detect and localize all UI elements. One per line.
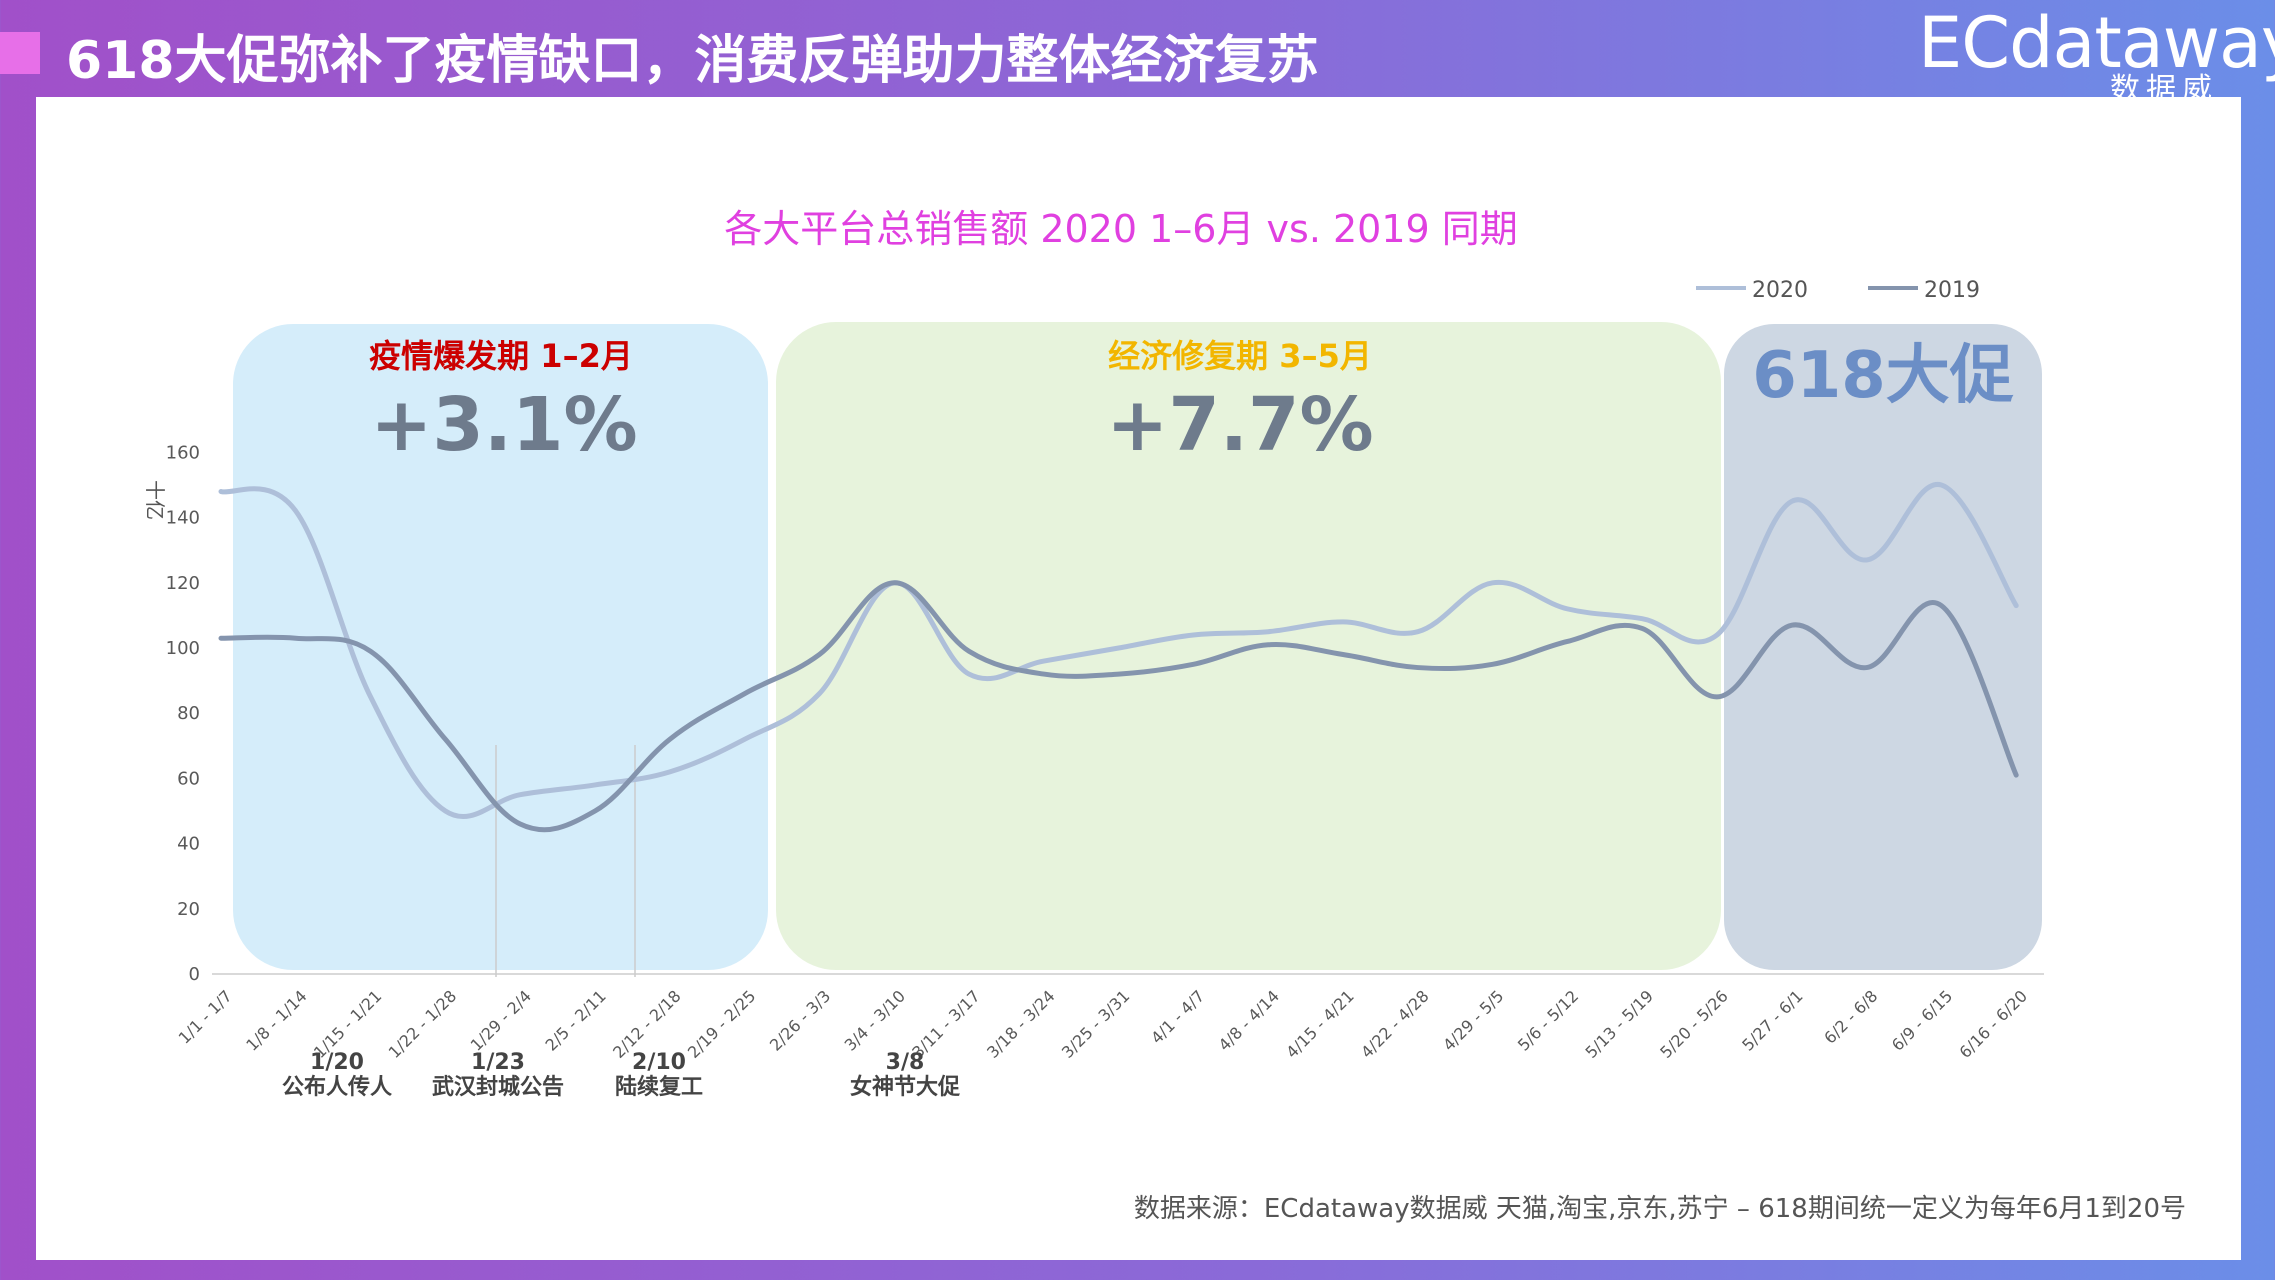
legend-label-2019: 2019 [1924, 278, 1980, 303]
phase-label-outbreak: 疫情爆发期 1–2月 [369, 337, 633, 375]
y-tick-label: 160 [166, 442, 200, 463]
event-date-2-10: 2/10 [632, 1050, 686, 1075]
brand-logo: ECdataway 数据威 [1918, 2, 2275, 107]
y-tick-label: 60 [177, 768, 200, 789]
x-tick-label: 5/27 - 6/1 [1738, 986, 1806, 1054]
y-tick-label: 100 [166, 638, 200, 659]
x-tick-label: 3/25 - 3/31 [1058, 986, 1134, 1062]
phase-value-recovery: +7.7% [1106, 382, 1373, 468]
phase-label-recovery: 经济修复期 3–5月 [1108, 337, 1372, 375]
page-title: 618大促弥补了疫情缺口，消费反弹助力整体经济复苏 [66, 31, 1319, 91]
x-tick-label: 3/18 - 3/24 [983, 986, 1059, 1062]
x-tick-label: 4/8 - 4/14 [1215, 986, 1283, 1054]
event-text-1-23: 武汉封城公告 [432, 1074, 564, 1100]
logo-main-text: ECdataway [1918, 2, 2275, 84]
series-line-2019 [218, 580, 2019, 833]
event-date-1-23: 1/23 [471, 1050, 525, 1075]
y-tick-label: 120 [166, 573, 200, 594]
x-tick-label: 1/29 - 2/4 [467, 986, 535, 1054]
x-tick-label: 5/13 - 5/19 [1582, 986, 1658, 1062]
chart-title: 各大平台总销售额 2020 1–6月 vs. 2019 同期 [724, 207, 1518, 251]
x-tick-label: 6/16 - 6/20 [1956, 986, 2032, 1062]
y-tick-label: 140 [166, 508, 200, 529]
x-tick-label: 4/29 - 5/5 [1439, 986, 1507, 1054]
phase-value-618: 618大促 [1752, 339, 2014, 413]
header-accent-bar [0, 32, 40, 74]
line-chart: 各大平台总销售额 2020 1–6月 vs. 2019 同期 2020 2019… [143, 207, 2044, 1100]
data-source-note: 数据来源：ECdataway数据威 天猫,淘宝,京东,苏宁 – 618期间统一定… [1133, 1194, 2186, 1224]
legend-label-2020: 2020 [1752, 278, 1808, 303]
chart-panel: 各大平台总销售额 2020 1–6月 vs. 2019 同期 2020 2019… [36, 97, 2241, 1260]
phase-value-outbreak: +3.1% [370, 382, 637, 468]
x-tick-label: 1/22 - 1/28 [385, 986, 461, 1062]
x-tick-label: 5/20 - 5/26 [1656, 986, 1732, 1062]
y-tick-label: 80 [177, 703, 200, 724]
y-tick-label: 20 [177, 899, 200, 920]
x-tick-label: 6/2 - 6/8 [1820, 986, 1881, 1047]
x-tick-label: 6/9 - 6/15 [1888, 986, 1956, 1054]
x-tick-label: 2/5 - 2/11 [542, 986, 610, 1054]
x-tick-label: 2/19 - 2/25 [684, 986, 760, 1062]
x-tick-label: 3/4 - 3/10 [841, 986, 909, 1054]
event-text-3-8: 女神节大促 [850, 1074, 960, 1100]
event-text-1-20: 公布人传人 [282, 1074, 392, 1100]
phase-box-618 [1724, 324, 2042, 970]
x-tick-label: 4/15 - 4/21 [1282, 986, 1358, 1062]
x-tick-label: 1/8 - 1/14 [242, 986, 310, 1054]
event-text-2-10: 陆续复工 [615, 1074, 703, 1100]
event-date-1-20: 1/20 [310, 1050, 364, 1075]
x-tick-label: 5/6 - 5/12 [1514, 986, 1582, 1054]
event-date-3-8: 3/8 [886, 1050, 925, 1075]
y-tick-label: 40 [177, 834, 200, 855]
x-tick-label: 4/22 - 4/28 [1357, 986, 1433, 1062]
x-tick-label: 1/1 - 1/7 [175, 986, 236, 1047]
y-axis-label: 十亿 [143, 480, 167, 520]
x-tick-label: 2/26 - 3/3 [766, 986, 834, 1054]
x-tick-label: 4/1 - 4/7 [1147, 986, 1208, 1047]
y-tick-label: 0 [189, 964, 200, 985]
